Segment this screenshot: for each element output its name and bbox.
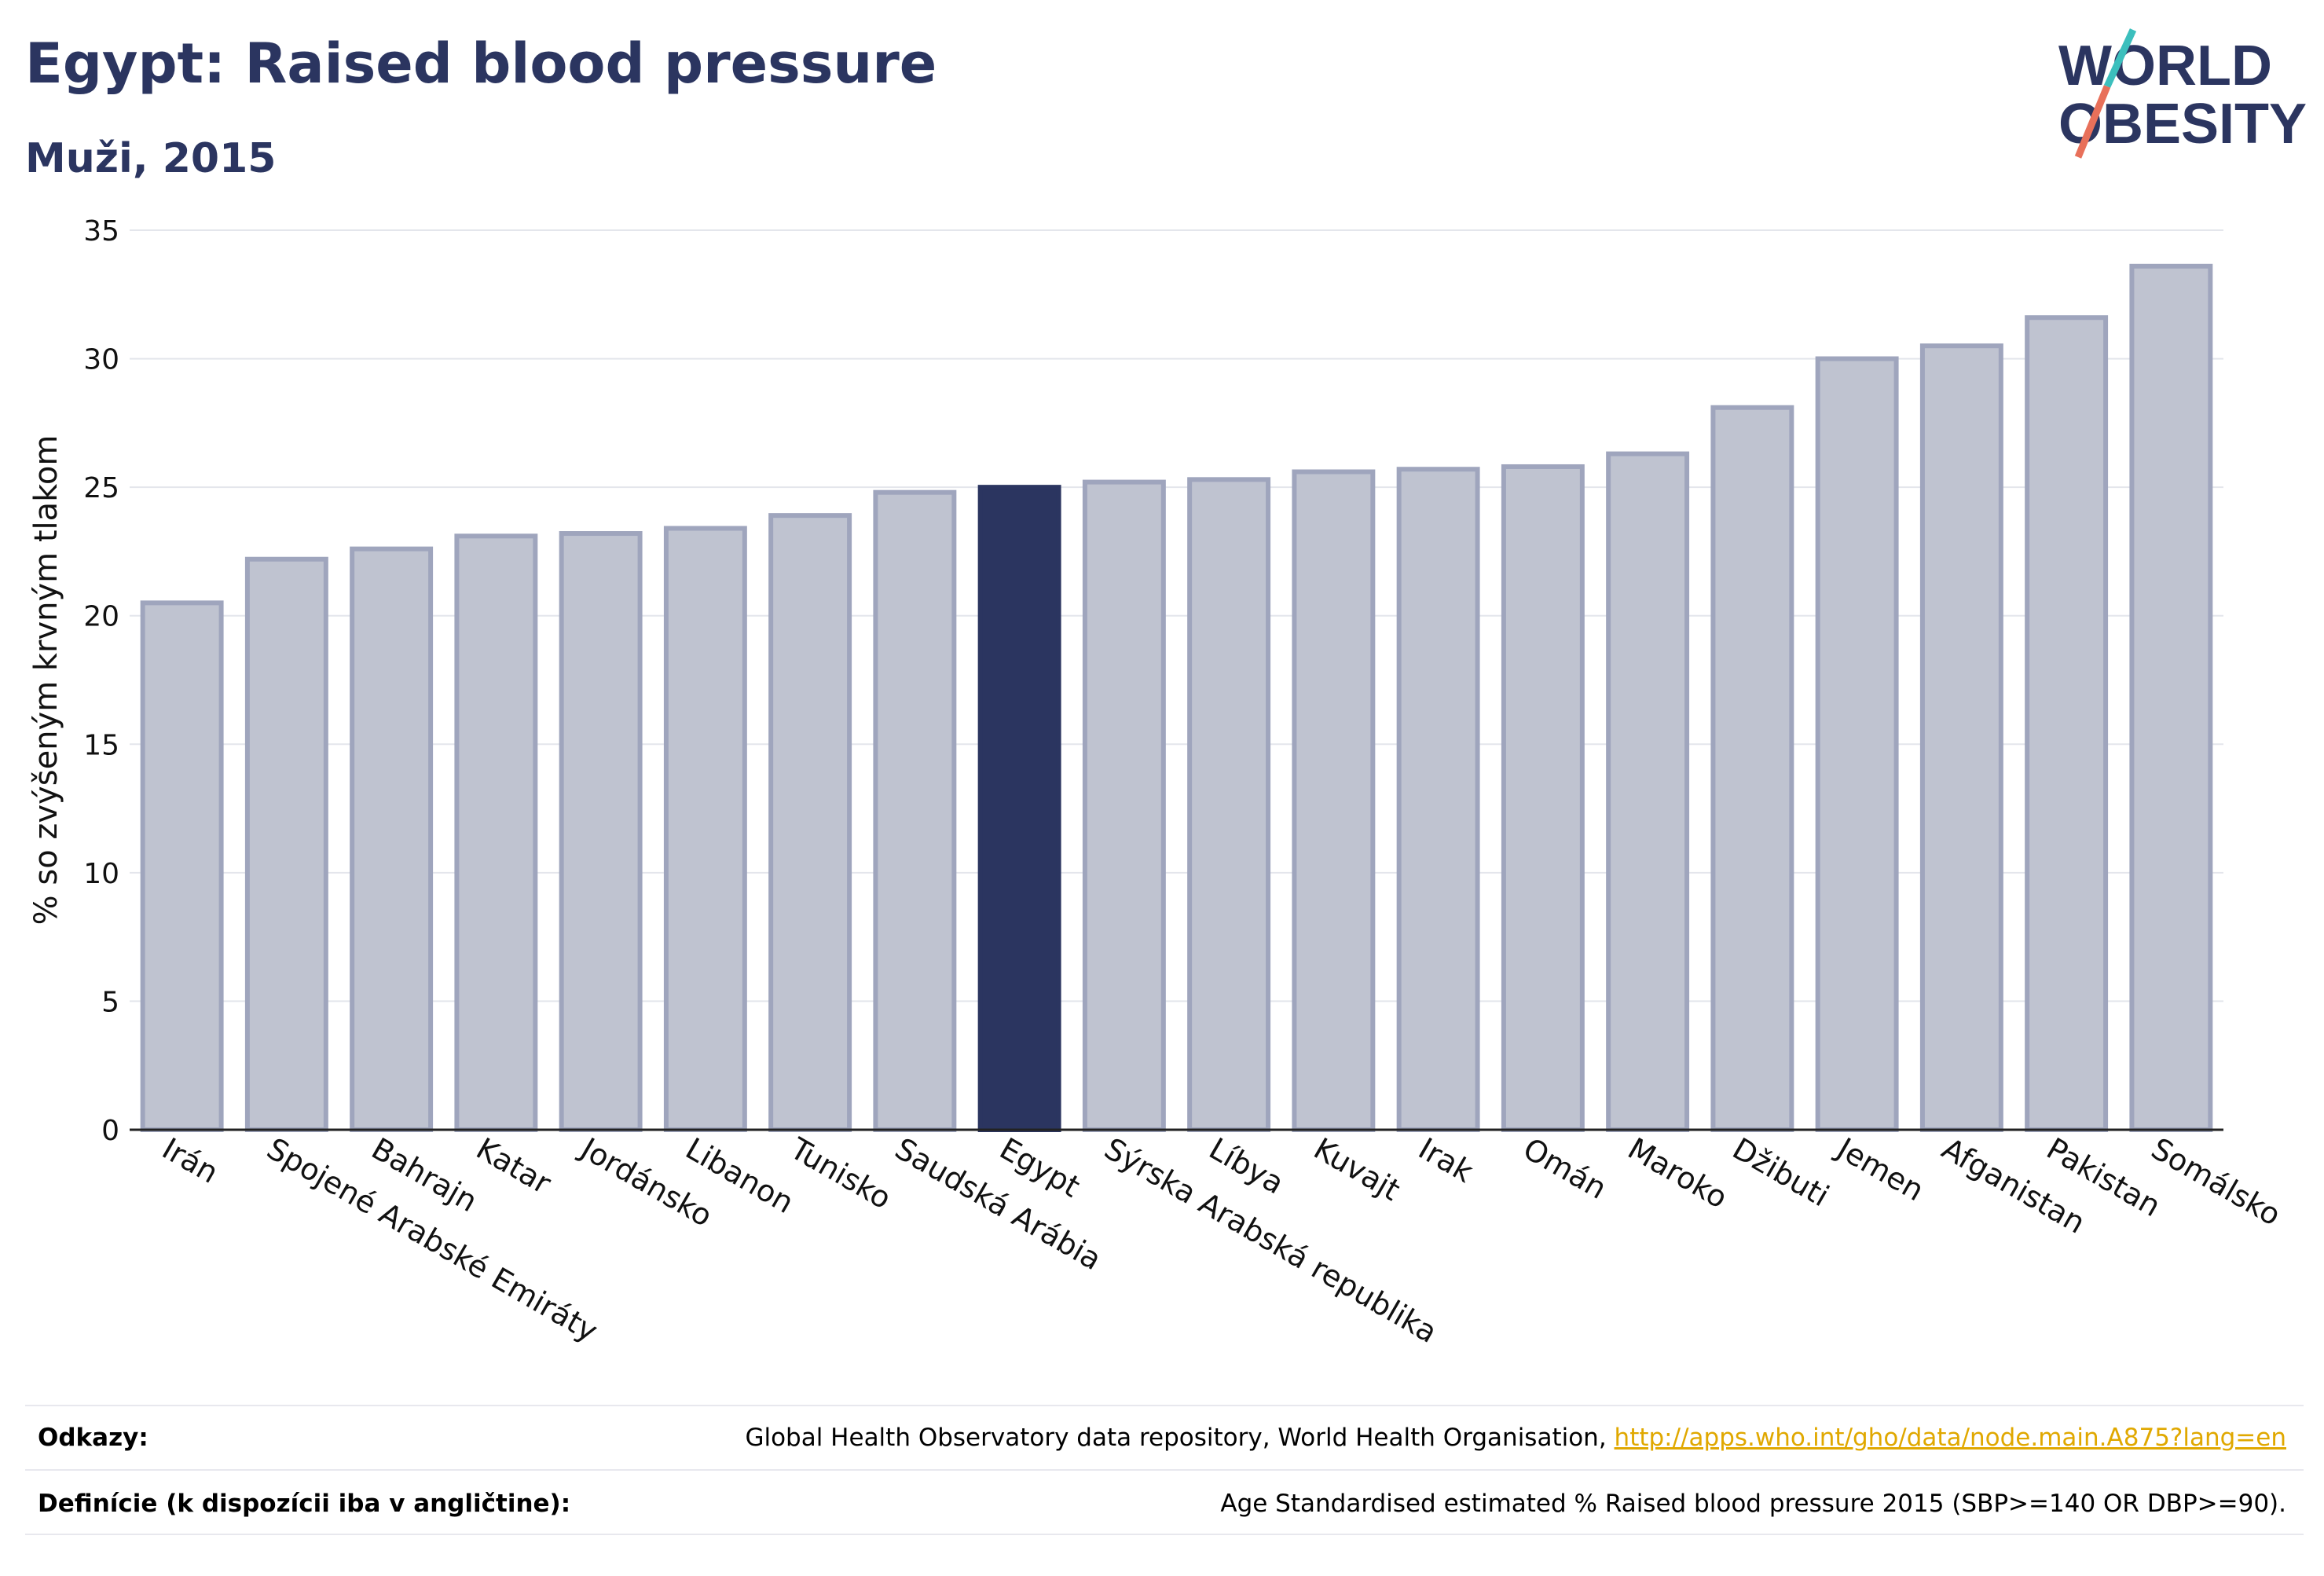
- definitions-label: Definície (k dispozícii iba v angličtine…: [38, 1490, 571, 1518]
- x-tick-label: Maroko: [1622, 1131, 1734, 1215]
- y-tick-label: 10: [83, 858, 119, 890]
- bar: [1501, 464, 1585, 1132]
- logo-word-world: WORLD: [2058, 35, 2272, 97]
- y-tick-label: 0: [101, 1115, 119, 1147]
- x-tick-label: Džibuti: [1727, 1131, 1835, 1214]
- bar: [454, 533, 538, 1132]
- footer-divider-top: [25, 1405, 2304, 1406]
- y-tick-label: 30: [83, 344, 119, 376]
- bar: [140, 600, 224, 1132]
- bar: [873, 489, 957, 1132]
- x-tick-label: Tunisko: [784, 1131, 897, 1216]
- bar: [1082, 479, 1166, 1132]
- bar: [1815, 356, 1899, 1133]
- footer-divider-bottom: [25, 1534, 2304, 1535]
- bar: [1919, 343, 2003, 1132]
- bar: [559, 531, 643, 1132]
- bar: [1606, 451, 1690, 1132]
- bars: [140, 263, 2213, 1133]
- bar-chart: 0 5 10 15 20 25 30 35 Irán Spojené Arabské Emirá…: [28, 215, 2286, 1350]
- x-tick-label: Somálsko: [2146, 1131, 2287, 1233]
- y-tick-label: 5: [101, 986, 119, 1018]
- bar: [1292, 469, 1376, 1132]
- x-tick-label: Irán: [156, 1131, 224, 1190]
- bar: [1710, 405, 1794, 1132]
- logo-slash-coral: [2074, 85, 2111, 159]
- bar: [350, 546, 434, 1132]
- footer-divider-middle: [25, 1469, 2304, 1471]
- y-tick-label: 20: [83, 601, 119, 633]
- bar: [2025, 315, 2109, 1133]
- chart-title: Egypt: Raised blood pressure: [25, 31, 937, 96]
- y-tick-labels: 0 5 10 15 20 25 30 35: [83, 215, 119, 1147]
- x-tick-label: Irak: [1413, 1131, 1479, 1189]
- sources-description: Global Health Observatory data repositor…: [745, 1424, 1615, 1452]
- sources-link[interactable]: http://apps.who.int/gho/data/node.main.A…: [1614, 1424, 2286, 1452]
- world-obesity-logo: WORLD OBESITY: [2058, 28, 2307, 159]
- y-axis-label: % so zvýšeným krvným tlakom: [28, 435, 64, 925]
- x-tick-label: Omán: [1517, 1131, 1612, 1206]
- sources-label: Odkazy:: [38, 1424, 148, 1452]
- grid-lines: [130, 229, 2223, 1002]
- x-tick-label: Kuvajt: [1308, 1131, 1406, 1208]
- definitions-text: Age Standardised estimated % Raised bloo…: [1220, 1490, 2286, 1518]
- y-tick-label: 15: [83, 729, 119, 761]
- y-tick-label: 25: [83, 472, 119, 504]
- bar: [1187, 477, 1271, 1132]
- x-tick-label: Jemen: [1830, 1131, 1930, 1208]
- chart-subtitle: Muži, 2015: [25, 135, 277, 182]
- bar: [663, 526, 747, 1132]
- bar: [1396, 467, 1480, 1132]
- bar-highlight: [977, 485, 1061, 1132]
- logo-slash-teal: [2103, 28, 2137, 88]
- bar: [2129, 263, 2213, 1132]
- bar: [768, 513, 852, 1132]
- y-tick-label: 35: [83, 215, 119, 247]
- bar: [244, 556, 328, 1132]
- x-tick-label: Katar: [471, 1131, 557, 1201]
- sources-text: Global Health Observatory data repositor…: [745, 1424, 2286, 1452]
